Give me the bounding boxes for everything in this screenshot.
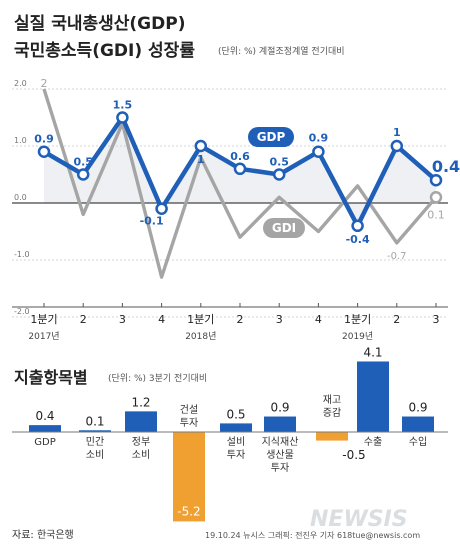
bar-category-label: 수출 bbox=[364, 436, 382, 448]
bar bbox=[173, 432, 205, 522]
gdp-data-label: 1.5 bbox=[113, 99, 133, 112]
y-tick-label: 0.0 bbox=[14, 193, 27, 202]
title-line2: 국민총소득(GDI) 성장률 bbox=[14, 41, 195, 61]
expenditure-bar-chart: 0.4GDP0.1민간소비1.2정부소비-5.2건설투자0.5설비투자0.9지식… bbox=[12, 345, 448, 522]
gdi-data-label: 0.1 bbox=[427, 208, 445, 221]
bar-value-label: 4.1 bbox=[363, 345, 382, 359]
bar-chart-title: 지출항목별 bbox=[14, 368, 88, 387]
gdp-point bbox=[116, 111, 129, 124]
gdp-point bbox=[155, 202, 168, 215]
gdp-data-label: 0.5 bbox=[269, 156, 289, 169]
title-line1: 실질 국내총생산(GDP) bbox=[14, 13, 185, 34]
gdp-point bbox=[312, 145, 325, 158]
gdp-point bbox=[272, 168, 286, 181]
bar-value-label: 0.9 bbox=[408, 401, 427, 415]
x-tick-label: 1분기 bbox=[344, 313, 371, 326]
gdp-data-label: -0.4 bbox=[346, 233, 370, 246]
gdi-legend-pill bbox=[263, 218, 305, 238]
gdp-point bbox=[390, 139, 404, 153]
bar-category-label: 정부 bbox=[132, 436, 150, 448]
bar-category-label: 설비 bbox=[227, 436, 245, 448]
bar bbox=[402, 416, 434, 432]
year-label: 2018년 bbox=[185, 331, 216, 342]
gdp-legend-label: GDP bbox=[257, 130, 286, 144]
gdp-data-label: 1 bbox=[393, 126, 401, 139]
unit-note: (단위: %) 계절조정계열 전기대비 bbox=[218, 45, 345, 57]
x-tick-label: 3 bbox=[276, 313, 283, 326]
bar-category-label: 지식재산 bbox=[262, 436, 299, 448]
bar-category-label: 민간 bbox=[86, 436, 104, 448]
bar-category-label: 증감 bbox=[323, 407, 341, 419]
gdp-data-label: 0.6 bbox=[230, 150, 250, 163]
gdp-data-label: 0.9 bbox=[34, 133, 54, 146]
y-tick-label: 1.0 bbox=[14, 136, 27, 145]
gdp-legend-pill bbox=[248, 127, 294, 147]
x-tick-label: 2 bbox=[237, 313, 244, 326]
gdp-point bbox=[233, 162, 247, 176]
x-tick-label: 1분기 bbox=[187, 313, 214, 326]
gdi-legend-label: GDI bbox=[272, 221, 296, 235]
x-tick-label: 2 bbox=[393, 313, 400, 326]
bar-category-label: 소비 bbox=[132, 449, 150, 461]
x-tick-label: 4 bbox=[158, 313, 165, 326]
bar-category-label: 건설 bbox=[180, 404, 198, 416]
x-tick-label: 3 bbox=[433, 313, 440, 326]
bar bbox=[316, 432, 348, 441]
bar-category-label: 수입 bbox=[409, 435, 427, 448]
bar-value-label: 0.1 bbox=[85, 414, 104, 428]
gdp-data-label: 0.4 bbox=[432, 157, 460, 176]
bar-category-label: 생산물 bbox=[266, 449, 294, 461]
gdp-data-label: -0.1 bbox=[140, 215, 164, 228]
gdi-data-label: 2 bbox=[41, 77, 48, 90]
x-tick-label: 2 bbox=[80, 313, 87, 326]
bar-value-label: -0.5 bbox=[342, 448, 365, 462]
bar-category-label: 소비 bbox=[86, 449, 104, 461]
gdp-point bbox=[76, 168, 90, 181]
y-tick-label: -1.0 bbox=[14, 250, 30, 259]
year-label: 2019년 bbox=[342, 331, 373, 342]
gdp-point bbox=[351, 219, 364, 233]
bar-category-label: 재고 bbox=[323, 394, 341, 406]
bar bbox=[264, 416, 296, 432]
bar bbox=[29, 425, 61, 432]
bar bbox=[220, 423, 252, 432]
bar bbox=[79, 430, 111, 432]
watermark-logo: NEWSIS bbox=[310, 507, 408, 532]
gdp-data-label: 0.5 bbox=[73, 156, 93, 169]
bar-category-label: 투자 bbox=[227, 449, 245, 461]
gdp-point bbox=[37, 145, 51, 158]
bar-unit-note: (단위: %) 3분기 전기대비 bbox=[108, 373, 207, 384]
bar-category-label: 투자 bbox=[271, 462, 289, 474]
gdp-point bbox=[429, 173, 443, 187]
y-tick-label: 2.0 bbox=[14, 79, 27, 88]
gdp-data-label: 1 bbox=[197, 153, 205, 166]
bar-value-label: 0.9 bbox=[270, 401, 289, 415]
bar-value-label: 0.5 bbox=[226, 407, 245, 421]
bar-category-label: 투자 bbox=[180, 417, 198, 429]
gdp-point bbox=[194, 139, 208, 153]
x-tick-label: 1분기 bbox=[30, 313, 57, 326]
bar-value-label: -5.2 bbox=[177, 504, 200, 518]
x-tick-label: 3 bbox=[119, 313, 126, 326]
gdi-data-label: -0.7 bbox=[387, 251, 407, 262]
credit-note: 19.10.24 뉴시스 그래픽: 전진우 기자 618tue@newsis.c… bbox=[205, 530, 420, 540]
gdi-line bbox=[42, 88, 438, 279]
bar bbox=[357, 361, 389, 432]
bar bbox=[125, 411, 157, 432]
gdi-end-marker bbox=[429, 191, 443, 204]
bar-value-label: 1.2 bbox=[131, 395, 150, 409]
y-tick-label: -2.0 bbox=[14, 307, 30, 316]
year-label: 2017년 bbox=[28, 331, 59, 342]
bar-value-label: 0.4 bbox=[35, 409, 54, 423]
x-tick-label: 4 bbox=[315, 313, 322, 326]
bar-category-label: GDP bbox=[34, 437, 55, 448]
gdp-data-label: 0.9 bbox=[309, 132, 329, 145]
source-note: 자료: 한국은행 bbox=[12, 529, 74, 541]
